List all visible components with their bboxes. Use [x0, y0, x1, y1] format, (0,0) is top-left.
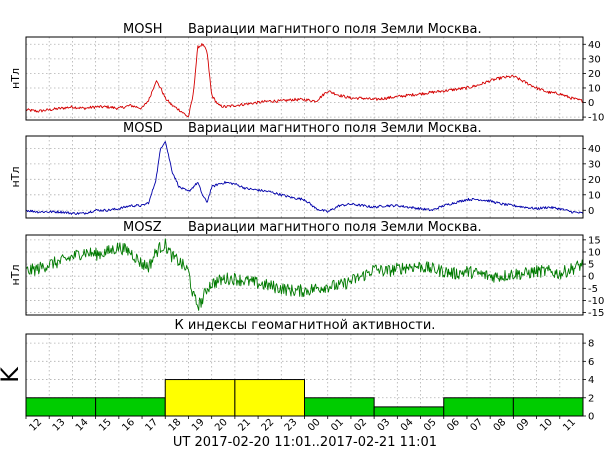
xtick-label: 02: [352, 417, 369, 434]
xtick-label: 13: [51, 417, 68, 434]
xtick-label: 23: [283, 417, 300, 434]
k-index-bar: [234, 379, 305, 417]
mosd-ytick-label: 30: [588, 159, 601, 170]
mosh-panel-title: Вариации магнитного поля Земли Москва.: [188, 22, 482, 37]
mosz-ytick-label: -10: [588, 296, 604, 307]
k-index-bar: [25, 397, 97, 417]
kindex-ytick-label: 0: [588, 412, 594, 423]
mosh-ytick-label: 40: [588, 40, 601, 51]
mosz-ytick-label: 10: [588, 247, 601, 258]
k-index-bar: [373, 406, 445, 417]
mosz-series-line: [25, 238, 584, 311]
xtick-label: 14: [74, 417, 91, 434]
k-index-bar: [164, 379, 236, 417]
time-range-caption: UT 2017-02-20 11:01..2017-02-21 11:01: [173, 435, 437, 450]
xtick-label: 12: [27, 417, 44, 434]
mosd-panel-title: Вариации магнитного поля Земли Москва.: [188, 121, 482, 136]
mosh-series-line: [25, 43, 584, 118]
xtick-label: 21: [236, 417, 253, 434]
mosd-ytick-label: 10: [588, 190, 601, 201]
mosh-panel-frame: [25, 36, 584, 121]
mosh-ytick-label: -10: [588, 113, 604, 124]
kindex-ytick-label: 6: [588, 357, 594, 368]
xtick-label: 09: [515, 417, 532, 434]
mosd-ytick-label: 40: [588, 144, 601, 155]
xtick-label: 08: [492, 417, 509, 434]
xtick-label: 05: [422, 417, 439, 434]
k-index-bar: [95, 397, 166, 417]
mosd-series-line: [25, 141, 584, 215]
kindex-ylabel: K: [0, 366, 24, 383]
xtick-label: 10: [538, 417, 555, 434]
mosz-ytick-label: 0: [588, 272, 594, 283]
xtick-label: 22: [260, 417, 277, 434]
mosd-ytick-label: 0: [588, 206, 594, 217]
xtick-label: 16: [120, 417, 137, 434]
mosh-station-label: MOSH: [123, 22, 162, 37]
mosz-ylabel: нТл: [9, 265, 22, 286]
xtick-label: 04: [399, 417, 416, 434]
mosh-ytick-label: 10: [588, 83, 601, 94]
mosd-station-label: MOSD: [123, 121, 163, 136]
mosz-panel-title: Вариации магнитного поля Земли Москва.: [188, 220, 482, 235]
xtick-label: 20: [213, 417, 230, 434]
xtick-label: 03: [376, 417, 393, 434]
xtick-label: 01: [329, 417, 346, 434]
k-index-bar: [512, 397, 584, 417]
mosd-ylabel: нТл: [9, 167, 22, 188]
xtick-label: 19: [190, 417, 207, 434]
mosh-ytick-label: 30: [588, 54, 601, 65]
mosz-ytick-label: 15: [588, 235, 601, 246]
kindex-ytick-label: 4: [588, 375, 594, 386]
xtick-label: 17: [143, 417, 160, 434]
kindex-ytick-label: 2: [588, 393, 594, 404]
mosz-ytick-label: -5: [588, 284, 598, 295]
xtick-label: 07: [468, 417, 485, 434]
mosh-ytick-label: 20: [588, 69, 601, 80]
kindex-panel-frame: [25, 333, 584, 417]
mosd-panel-frame: [25, 135, 584, 219]
mosh-ylabel: нТл: [9, 68, 22, 89]
mosz-panel-frame: [25, 234, 584, 316]
kindex-ytick-label: 8: [588, 339, 594, 350]
mosz-station-label: MOSZ: [123, 220, 162, 235]
xtick-label: 11: [561, 417, 578, 434]
xtick-label: 18: [167, 417, 184, 434]
mosz-ytick-label: -15: [588, 308, 604, 319]
mosd-ytick-label: 20: [588, 175, 601, 186]
xtick-label: 06: [445, 417, 462, 434]
mosh-ytick-label: 0: [588, 98, 594, 109]
xtick-label: 00: [306, 417, 323, 434]
mosz-ytick-label: 5: [588, 260, 594, 271]
k-index-bar: [443, 397, 514, 417]
xtick-label: 15: [97, 417, 114, 434]
k-index-bar: [304, 397, 375, 417]
kindex-panel-title: К индексы геомагнитной активности.: [175, 318, 436, 333]
